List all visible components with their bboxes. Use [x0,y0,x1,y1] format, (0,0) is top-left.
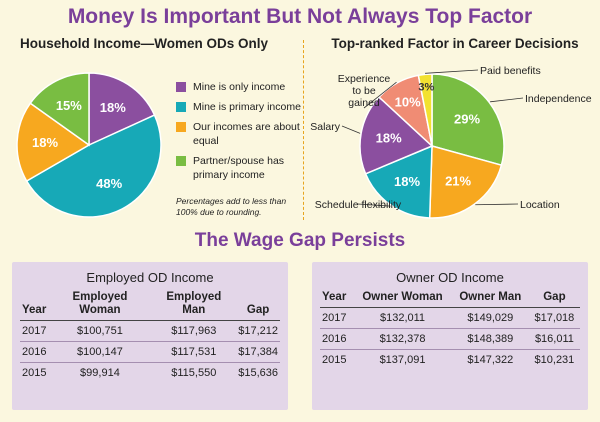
leader-line-paid-benefits [425,69,479,74]
category-label-schedule-flexibility: Schedule flexibility [315,199,402,211]
table-cell-employed-woman: $100,147 [48,341,152,363]
table-cell-year: 2016 [320,328,354,350]
table-row: 2015 $99,914 $115,550 $15,636 [20,363,280,384]
table-cell-year: 2015 [322,354,347,366]
slice-value-label-experience-to-be-gained: 10% [395,94,421,109]
column-header-year: Year [320,289,354,308]
owner-income-table: Year Owner Woman Owner Man Gap 2017 $132,011 $… [320,289,580,370]
leader-line-schedule-flexibility [357,203,391,207]
employed-income-table-title: Employed OD Income [86,270,214,285]
column-header-year: Year [20,289,49,321]
table-row: 2016 $132,378 $148,389 $16,011 [320,328,580,350]
pie-slice-our-incomes-are-about-equal [16,102,91,183]
column-header-gap: Gap [236,289,280,321]
legend-swatch [176,122,186,132]
table-cell-employed-man: $115,550 [171,367,217,379]
pie-slice-independence [431,73,505,167]
table-cell-owner-woman: $137,091 [379,354,426,366]
table-cell-gap: $17,212 [236,320,280,342]
employed-income-table-box: Employed OD Income Year Employed Woman Emp… [12,262,288,410]
legend-label: Mine is only income [193,81,286,93]
legend-item-our-incomes-are-about-equal: Our incomes are about equal [176,120,304,148]
table-cell-year: 2015 [22,367,47,379]
slice-value-label-mine-is-only-income: 18% [100,100,126,115]
category-label-salary: Salary [310,121,341,133]
legend-swatch [176,82,186,92]
pie-slice-schedule-flexibility [364,144,433,219]
pie-slice-location [428,145,503,219]
slice-value-label-our-incomes-are-about-equal: 18% [32,135,58,150]
table-cell-year: 2016 [20,341,49,363]
household-income-legend: Mine is only income Mine is primary incom… [176,80,304,188]
category-label-location: Location [520,199,560,211]
pie-slice-mine-is-only-income [88,72,156,147]
pie-slice-salary [359,96,434,175]
table-cell-gap: $10,231 [534,354,575,366]
table-cell-employed-man: $117,531 [151,341,237,363]
table-cell-year: 2017 [320,307,354,329]
legend-label: Our incomes are about equal [193,121,300,147]
slice-value-label-partner-spouse-has-primary-income: 15% [56,98,82,113]
legend-swatch [176,156,186,166]
pie-slice-partner-spouse-has-primary-income [29,72,90,147]
slice-value-label-paid-benefits: 3% [418,81,434,93]
owner-income-table-box: Owner OD Income Year Owner Woman Owner Man… [312,262,588,410]
column-header-gap: Gap [528,289,580,308]
slice-value-label-location: 21% [445,173,471,188]
table-cell-gap: $17,384 [236,341,280,363]
wage-gap-title: The Wage Gap Persists [194,230,406,251]
leader-line-location [475,203,519,206]
legend-label: Mine is primary income [193,101,301,113]
table-cell-employed-woman: $99,914 [80,367,120,379]
table-cell-gap: $15,636 [238,367,278,379]
pie-slice-mine-is-primary-income [25,114,162,218]
category-label-paid-benefits: Paid benefits [480,65,541,77]
table-cell-owner-man: $147,322 [467,354,514,366]
leader-line-experience-to-be-gained [363,81,397,109]
table-cell-employed-man: $117,963 [151,320,237,342]
table-cell-owner-man: $149,029 [451,307,529,329]
table-row: 2017 $132,011 $149,029 $17,018 [320,307,580,329]
leader-line-independence [490,97,524,103]
employed-income-table: Year Employed Woman Employed Man Gap 2017 $10… [20,289,280,383]
legend-label: Partner/spouse has primary income [193,155,285,181]
table-cell-employed-woman: $100,751 [48,320,152,342]
career-factor-pie-chart: 29% 21% 18% 18% 10%3% Independence Location Sch… [310,65,592,219]
legend-swatch [176,102,186,112]
column-header-employed-man: Employed Man [151,289,237,321]
page-title: Money Is Important But Not Always Top Fa… [67,5,533,28]
household-income-pie-chart: 18% 48% 18% 15% [16,72,162,218]
household-income-chart-title: Household Income—Women ODs Only [19,36,269,51]
table-cell-gap: $16,011 [528,328,580,350]
slice-value-label-schedule-flexibility: 18% [394,174,420,189]
column-header-owner-man: Owner Man [451,289,529,308]
career-factor-chart-title: Top-ranked Factor in Career Decisions [331,36,579,51]
table-row: 2015 $137,091 $147,322 $10,231 [320,350,580,371]
leader-line-salary [341,125,361,134]
table-cell-owner-woman: $132,011 [353,307,452,329]
table-cell-gap: $17,018 [528,307,580,329]
column-header-employed-woman: Employed Woman [48,289,152,321]
table-cell-owner-woman: $132,378 [353,328,452,350]
slice-value-label-mine-is-primary-income: 48% [96,176,122,191]
owner-income-table-title: Owner OD Income [396,270,504,285]
category-label-independence: Independence [525,93,592,105]
category-label-experience-to-be-gained: Experience to be gained [338,73,391,109]
slice-value-label-independence: 29% [454,111,480,126]
legend-item-mine-is-primary-income: Mine is primary income [176,100,304,114]
pie-slice-paid-benefits [417,73,433,147]
slice-value-label-salary: 18% [376,130,402,145]
table-cell-year: 2017 [20,320,49,342]
table-cell-owner-man: $148,389 [451,328,529,350]
legend-item-mine-is-only-income: Mine is only income [176,80,304,94]
table-row: 2017 $100,751 $117,963 $17,212 [20,320,280,342]
section-divider [303,40,304,220]
column-header-owner-woman: Owner Woman [353,289,452,308]
rounding-footnote: Percentages add to less than 100% due to… [176,196,287,217]
legend-item-partner-spouse-has-primary-income: Partner/spouse has primary income [176,154,304,182]
table-row: 2016 $100,147 $117,531 $17,384 [20,341,280,363]
